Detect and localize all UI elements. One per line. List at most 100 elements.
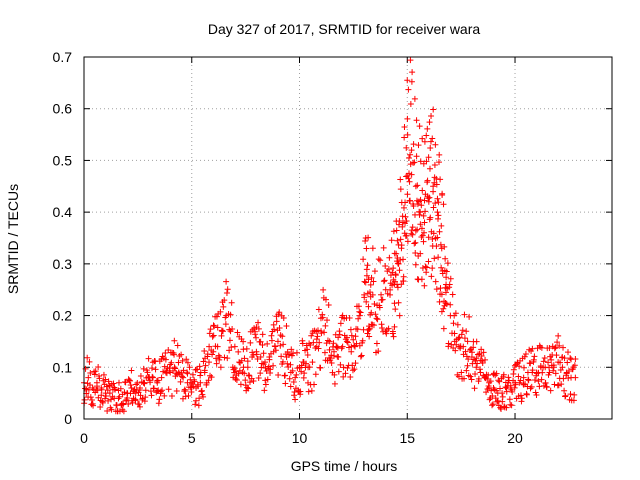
data-point [558,381,565,388]
data-point [498,405,505,412]
data-point [408,147,415,154]
data-point [158,374,165,381]
data-point [307,341,314,348]
data-point [419,265,426,272]
data-point [174,342,181,349]
data-point [217,308,224,315]
data-point [500,371,507,378]
data-point [223,312,230,319]
data-point [108,406,115,413]
data-point [266,353,273,360]
data-point [408,171,415,178]
data-point [231,343,238,350]
data-point [548,356,555,363]
data-point [446,284,453,291]
data-point [363,298,370,305]
data-point [257,370,264,377]
data-point [483,389,490,396]
data-point [127,382,134,389]
data-point [411,240,418,247]
data-point [206,343,213,350]
data-point [200,393,207,400]
data-point [571,362,578,369]
data-point [443,281,450,288]
data-point [308,387,315,394]
data-point [396,217,403,224]
data-point [390,228,397,235]
data-point [287,361,294,368]
data-point [425,154,432,161]
data-point [380,244,387,251]
data-point [407,100,414,107]
data-point [418,225,425,232]
data-point [438,222,445,229]
data-point [423,158,430,165]
data-point [279,333,286,340]
data-point [182,387,189,394]
data-point [538,376,545,383]
data-point [397,176,404,183]
data-point [136,403,143,410]
data-point [404,115,411,122]
data-point [542,379,549,386]
data-point [137,373,144,380]
data-point [247,339,254,346]
data-point [322,322,329,329]
data-point [324,317,331,324]
data-point [481,374,488,381]
data-point [226,337,233,344]
data-point [407,151,414,158]
data-point [120,408,127,415]
data-point [282,372,289,379]
data-point [433,286,440,293]
data-point [451,338,458,345]
data-point [157,388,164,395]
data-point [224,286,231,293]
data-point [443,274,450,281]
data-point [536,383,543,390]
data-point [134,380,141,387]
data-point [245,385,252,392]
data-point [82,365,89,372]
data-point [335,368,342,375]
data-point [531,376,538,383]
data-point [398,281,405,288]
data-point [262,381,269,388]
data-point [93,379,100,386]
data-point [412,250,419,257]
data-point [200,358,207,365]
data-point [426,119,433,126]
data-point [404,238,411,245]
data-point [463,367,470,374]
data-point [389,328,396,335]
data-point [259,331,266,338]
data-point [421,282,428,289]
data-point [395,260,402,267]
data-point [328,352,335,359]
data-point [179,357,186,364]
data-point [473,338,480,345]
data-point [328,360,335,367]
data-point [319,314,326,321]
grid [84,57,612,419]
data-point [385,266,392,273]
y-tick-label: 0.2 [53,308,73,324]
data-point [358,352,365,359]
data-point [554,339,561,346]
data-point [438,264,445,271]
data-point [400,273,407,280]
data-point [171,364,178,371]
data-point [570,397,577,404]
data-point [365,276,372,283]
data-point [365,327,372,334]
data-point [455,335,462,342]
data-point [412,227,419,234]
data-point [486,379,493,386]
data-point [337,320,344,327]
data-point [162,350,169,357]
data-point [186,364,193,371]
data-point [155,400,162,407]
data-point [421,197,428,204]
data-point [318,328,325,335]
data-point [357,309,364,316]
